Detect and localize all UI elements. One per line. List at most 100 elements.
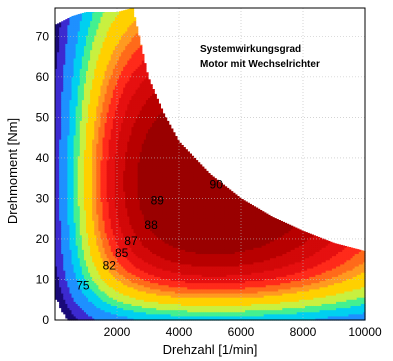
contour-cell [67, 97, 71, 101]
contour-cell [79, 16, 83, 19]
contour-cell [57, 78, 60, 82]
contour-cell [75, 93, 79, 96]
contour-cell [61, 197, 64, 200]
contour-cell [69, 249, 73, 252]
contour-cell [77, 270, 81, 273]
contour-cell [59, 26, 62, 30]
contour-cell [96, 193, 99, 196]
contour-cell [83, 218, 87, 221]
contour-cell [102, 153, 106, 157]
contour-cell [57, 168, 60, 171]
contour-cell [69, 151, 73, 155]
contour-cell [100, 124, 104, 128]
contour-cell [69, 195, 73, 198]
contour-cell [83, 130, 87, 134]
contour-cell [92, 284, 95, 288]
contour-cell [63, 101, 66, 105]
contour-cell [55, 109, 58, 113]
contour-cell [94, 62, 97, 65]
contour-cell [59, 282, 62, 286]
contour-cell [79, 124, 83, 128]
contour-cell [77, 178, 81, 182]
contour-cell [79, 286, 83, 290]
contour-cell [61, 309, 64, 313]
contour-cell [100, 116, 104, 119]
contour-cell [65, 232, 68, 236]
contour-cell [69, 28, 73, 32]
contour-cell [79, 259, 83, 263]
contour-cell [63, 43, 66, 47]
contour-cell [86, 159, 89, 163]
contour-cell [79, 240, 83, 244]
contour-cell [86, 43, 89, 47]
contour-cell [63, 91, 66, 94]
contour-cell [94, 188, 97, 192]
contour-cell [98, 255, 102, 259]
contour-cell [100, 307, 104, 311]
contour-cell [55, 255, 58, 259]
contour-cell [92, 26, 95, 30]
contour-cell [75, 191, 79, 194]
contour-cell [75, 218, 79, 221]
contour-cell [73, 60, 77, 63]
contour-cell [81, 182, 85, 186]
contour-cell [77, 176, 81, 180]
contour-cell [55, 236, 58, 240]
contour-cell [96, 28, 99, 32]
contour-cell [77, 89, 81, 92]
contour-cell [79, 128, 83, 132]
contour-cell [63, 134, 66, 138]
contour-cell [94, 82, 97, 86]
contour-cell [96, 268, 99, 271]
contour-cell [55, 172, 58, 175]
contour-cell [71, 124, 75, 128]
contour-cell [88, 182, 91, 186]
contour-cell [73, 153, 77, 157]
contour-cell [79, 203, 83, 207]
contour-cell [96, 112, 99, 115]
contour-cell [59, 80, 62, 84]
contour-cell [96, 132, 99, 136]
contour-cell [67, 209, 71, 213]
contour-cell [59, 228, 62, 232]
contour-cell [73, 224, 77, 227]
contour-cell [77, 97, 81, 101]
contour-cell [67, 234, 71, 238]
contour-cell [71, 80, 75, 84]
contour-cell [81, 126, 85, 130]
contour-cell [71, 30, 75, 34]
contour-cell [77, 153, 81, 157]
contour-cell [73, 278, 77, 282]
contour-cell [73, 268, 77, 271]
contour-cell [100, 280, 104, 284]
contour-cell [71, 95, 75, 99]
contour-cell [67, 311, 71, 315]
contour-cell [59, 72, 62, 76]
contour-cell [65, 259, 68, 263]
contour-cell [98, 213, 102, 217]
contour-cell [75, 245, 79, 248]
contour-cell [96, 120, 99, 123]
contour-cell [94, 24, 97, 28]
contour-cell [57, 74, 60, 78]
contour-cell [55, 274, 58, 277]
contour-cell [63, 286, 66, 290]
contour-cell [98, 278, 102, 282]
contour-cell [79, 216, 83, 219]
contour-cell [81, 184, 85, 188]
contour-cell [100, 286, 104, 290]
contour-cell [100, 249, 104, 252]
contour-cell [96, 222, 99, 225]
contour-cell [102, 255, 106, 259]
contour-cell [98, 51, 102, 55]
contour-cell [83, 159, 87, 163]
contour-cell [102, 207, 106, 211]
contour-cell [88, 226, 91, 230]
contour-cell [81, 272, 85, 275]
contour-cell [83, 297, 87, 300]
contour-cell [67, 116, 71, 119]
contour-cell [57, 224, 60, 227]
contour-cell [77, 222, 81, 225]
contour-cell [83, 265, 87, 269]
contour-cell [88, 41, 91, 44]
